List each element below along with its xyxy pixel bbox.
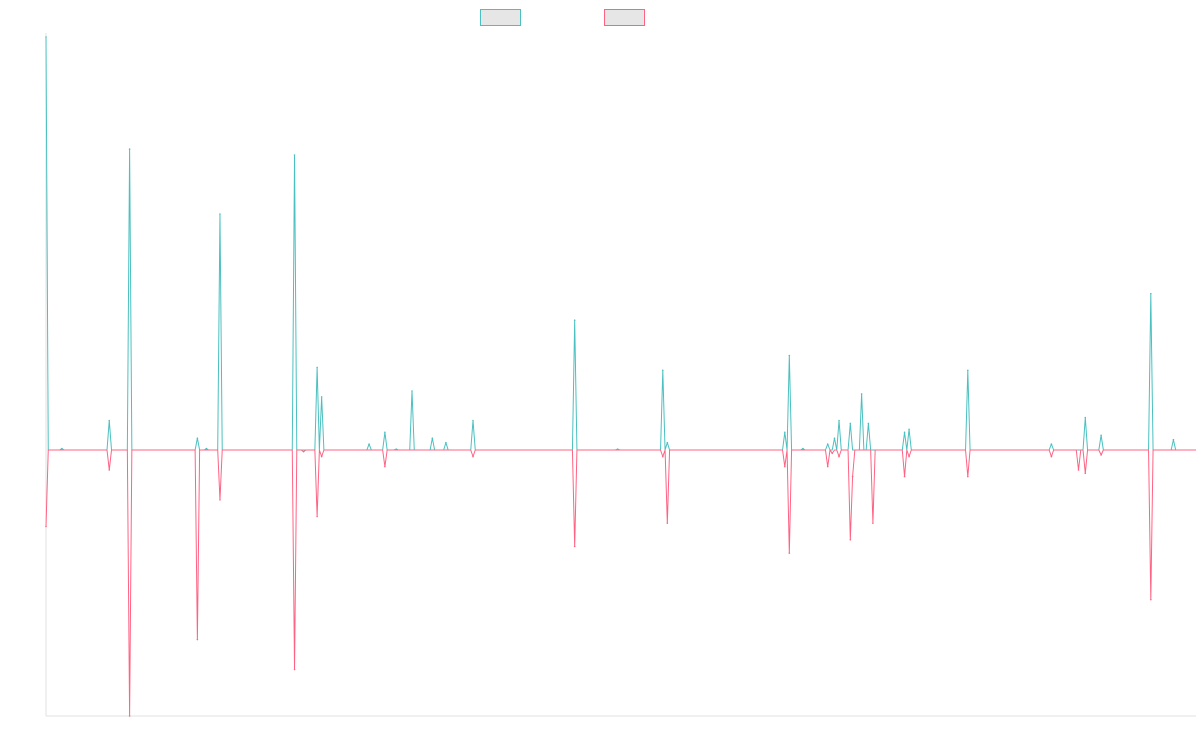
series-2-point-15 xyxy=(788,552,791,554)
series-line-2 xyxy=(45,449,1196,717)
series-1-point-36 xyxy=(1150,292,1152,295)
series-2-point-2 xyxy=(128,715,131,717)
series-1-point-27 xyxy=(849,422,852,425)
series-2-point-16 xyxy=(826,465,829,468)
series-2-point-6 xyxy=(302,450,305,453)
series-1-point-33 xyxy=(1050,443,1053,445)
series-1-point-30 xyxy=(903,431,906,434)
series-2-point-9 xyxy=(384,465,386,468)
series-1-point-28 xyxy=(860,393,863,395)
series-2-point-24 xyxy=(967,475,969,478)
series-1-point-32 xyxy=(967,369,969,372)
series-2-point-8 xyxy=(320,455,323,458)
series-2-point-23 xyxy=(908,455,910,458)
series-1-point-35 xyxy=(1100,434,1102,437)
series-2-point-25 xyxy=(1050,455,1053,458)
series-1-point-34 xyxy=(1084,416,1087,419)
series-1-point-2 xyxy=(108,419,111,422)
series-1-point-14 xyxy=(431,437,434,440)
series-1-point-6 xyxy=(219,213,221,215)
series-1-point-3 xyxy=(128,148,131,150)
series-1-point-10 xyxy=(368,443,370,445)
series-2-point-26 xyxy=(1077,469,1080,471)
series-line-1 xyxy=(45,36,1196,451)
series-1-point-9 xyxy=(320,396,323,398)
series-2-point-18 xyxy=(838,455,840,458)
series-1-point-29 xyxy=(867,422,870,425)
series-1-point-26 xyxy=(838,419,840,422)
series-1-point-23 xyxy=(802,447,804,450)
series-2-point-20 xyxy=(851,475,854,478)
series-2-point-21 xyxy=(872,522,874,524)
series-2-point-4 xyxy=(219,499,221,501)
series-2-point-14 xyxy=(784,465,786,468)
series-1-point-37 xyxy=(1172,438,1175,441)
series-1-point-25 xyxy=(833,437,836,440)
series-1-point-15 xyxy=(445,441,447,444)
series-layer xyxy=(45,36,1196,717)
series-2-point-10 xyxy=(472,455,474,458)
legend-swatch-1 xyxy=(480,9,521,26)
series-1-point-7 xyxy=(293,154,296,156)
series-2-point-5 xyxy=(293,668,296,671)
series-1-point-5 xyxy=(205,447,208,450)
series-1-point-17 xyxy=(573,319,576,322)
series-2-point-11 xyxy=(573,545,576,548)
series-2-point-27 xyxy=(1084,472,1087,475)
axes xyxy=(45,33,1196,717)
series-2-point-17 xyxy=(831,452,834,455)
series-1-point-21 xyxy=(784,431,786,434)
series-1-point-31 xyxy=(908,428,910,431)
series-2-point-12 xyxy=(662,455,664,458)
series-2-point-7 xyxy=(316,515,318,518)
series-1-point-24 xyxy=(826,443,829,445)
legend-swatch-2 xyxy=(604,9,645,26)
series-1-point-13 xyxy=(411,390,413,392)
series-1-point-1 xyxy=(61,447,63,450)
series-2-point-22 xyxy=(903,475,906,478)
series-1-point-4 xyxy=(196,437,199,440)
series-1-point-11 xyxy=(384,431,386,434)
series-2-point-0 xyxy=(45,525,47,528)
series-2-point-19 xyxy=(849,538,852,541)
series-2-point-3 xyxy=(196,638,199,641)
series-2-point-29 xyxy=(1150,598,1152,601)
series-1-point-0 xyxy=(45,36,47,38)
series-1-point-16 xyxy=(472,419,474,422)
series-1-point-8 xyxy=(316,366,318,369)
series-2-point-13 xyxy=(666,522,669,524)
series-1-point-22 xyxy=(788,354,791,357)
series-2-point-28 xyxy=(1100,454,1102,456)
legend[interactable] xyxy=(480,9,645,26)
legend-item-1[interactable] xyxy=(480,9,521,26)
series-2-point-1 xyxy=(108,469,111,471)
series-1-point-20 xyxy=(666,441,669,444)
legend-item-2[interactable] xyxy=(604,9,645,26)
series-1-point-19 xyxy=(662,369,664,372)
